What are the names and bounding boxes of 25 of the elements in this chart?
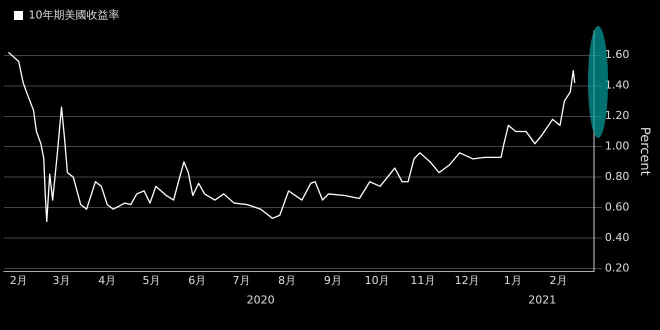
x-tick-label: 3月 (52, 274, 71, 288)
legend-label: 10年期美國收益率 (28, 8, 120, 22)
x-tick-label: 2月 (10, 274, 28, 288)
x-tick-label: 4月 (98, 274, 116, 288)
x-tick-label: 8月 (278, 274, 296, 288)
x-tick-label: 10月 (364, 274, 390, 288)
x-tick-label: 5月 (142, 274, 160, 288)
y-tick-label: 1.40 (604, 78, 630, 92)
x2-tick-label: 2021 (528, 293, 556, 306)
x2-tick-label: 2020 (246, 293, 275, 306)
x-tick-label: 11月 (410, 274, 436, 288)
x-tick-label: 9月 (324, 274, 342, 288)
y-tick-label: 1.20 (604, 109, 630, 122)
y-tick-label: 0.40 (604, 230, 630, 244)
x-tick-label: 2月 (550, 274, 568, 288)
y-axis-title: Percent (636, 126, 652, 176)
y-tick-label: 0.80 (604, 170, 630, 184)
y-tick-label: 1.60 (604, 48, 630, 62)
y-tick-label: 0.60 (604, 200, 630, 214)
x-tick-label: 7月 (232, 274, 250, 288)
y-tick-label: 0.20 (604, 261, 630, 274)
x-tick-label: 6月 (188, 274, 206, 288)
x-tick-label: 12月 (454, 274, 480, 288)
x-tick-label: 1月 (504, 274, 522, 288)
y-tick-label: 1.00 (604, 140, 630, 153)
